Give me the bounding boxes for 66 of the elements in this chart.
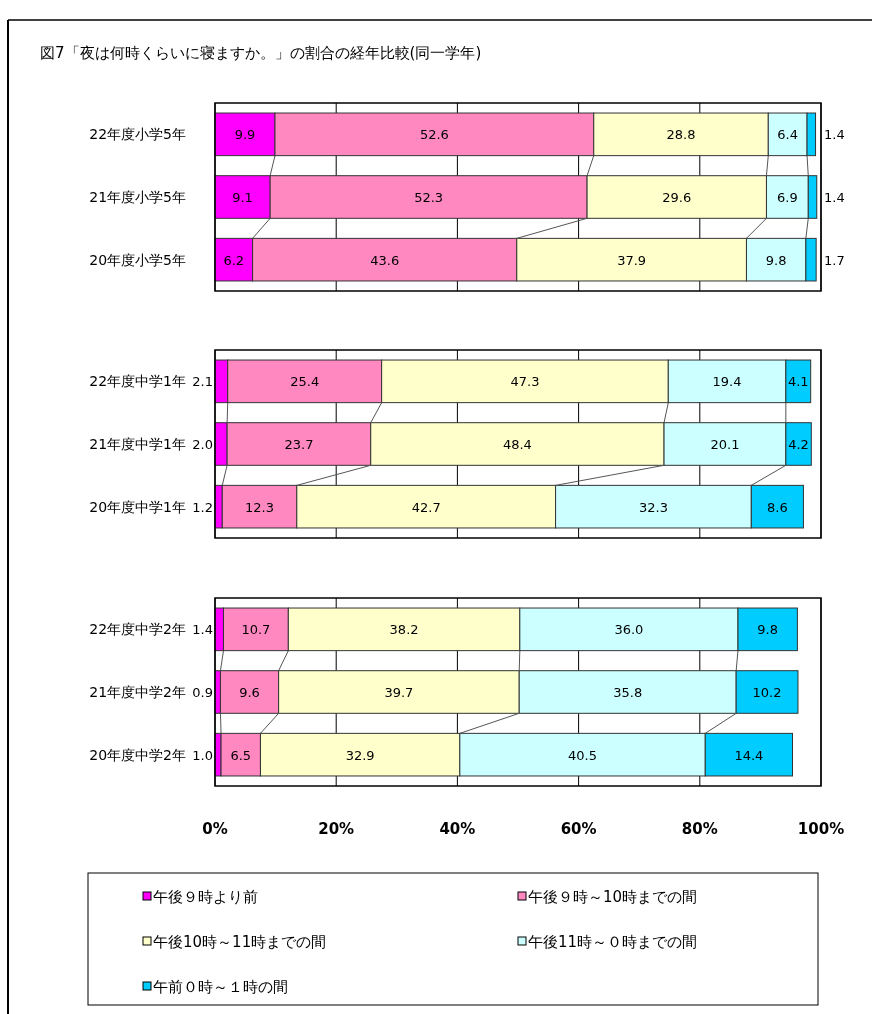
data-label: 9.8 [757,622,779,638]
data-label: 39.7 [384,685,414,700]
data-label: 43.6 [370,252,400,268]
data-label: 0.9 [192,685,213,700]
data-label: 4.1 [787,374,809,390]
y-tick-label: 21年度小学5年 [89,189,186,205]
x-tick-label: 40% [439,820,476,838]
x-tick-label: 20% [318,820,355,838]
data-label: 1.4 [824,190,845,205]
data-label: 28.8 [666,127,696,143]
data-label: 12.3 [245,499,275,515]
data-label: 8.6 [767,499,788,515]
x-tick-label: 80% [681,820,718,838]
data-label: 9.8 [765,252,787,268]
data-label: 47.3 [510,374,540,390]
x-tick-label: 60% [560,820,597,838]
y-tick-label: 22年度中学1年 [89,373,186,390]
y-tick-label: 20年度中学1年 [89,498,186,515]
legend-label: 午後11時～０時までの間 [528,933,698,951]
data-label: 6.5 [230,747,252,763]
data-label: 6.9 [777,190,798,205]
data-label: 36.0 [614,622,644,638]
y-tick-label: 21年度中学1年 [89,436,186,452]
data-label: 42.7 [411,499,441,515]
x-tick-label: 100% [797,820,845,838]
data-label: 1.7 [824,252,845,268]
data-label: 1.4 [824,127,845,143]
data-label: 19.4 [712,374,742,390]
y-tick-label: 21年度中学2年 [89,684,186,700]
legend-label: 午前０時～１時の間 [153,978,288,996]
y-tick-label: 20年度小学5年 [89,251,186,268]
data-label: 1.4 [192,622,213,638]
data-label: 2.1 [192,374,213,390]
data-label: 48.4 [502,437,532,452]
data-label: 23.7 [284,437,314,452]
data-label: 40.5 [568,747,598,763]
data-label: 10.7 [241,622,271,638]
data-label: 9.6 [239,685,260,700]
data-label: 14.4 [734,747,764,763]
data-label: 25.4 [290,374,320,390]
data-label: 10.2 [752,685,782,700]
data-label: 38.2 [389,622,419,638]
data-label: 52.3 [414,190,444,205]
y-tick-label: 22年度小学5年 [89,126,186,143]
data-label: 32.3 [638,499,668,515]
data-label: 35.8 [613,685,643,700]
data-label: 2.0 [192,437,213,452]
data-label: 1.0 [192,747,213,763]
data-label: 52.6 [419,127,449,143]
y-tick-label: 20年度中学2年 [89,746,186,763]
chart-title: 図7「夜は何時くらいに寝ますか。」の割合の経年比較(同一学年) [40,44,482,62]
legend-label: 午後10時～11時までの間 [153,933,327,951]
data-label: 9.9 [234,127,256,143]
data-label: 37.9 [617,252,647,268]
data-label: 6.2 [223,252,245,268]
data-label: 9.1 [232,190,253,205]
y-tick-label: 22年度中学2年 [89,621,186,638]
legend-label: 午後９時より前 [153,888,258,906]
data-label: 32.9 [345,747,375,763]
x-tick-label: 0% [202,820,228,838]
data-label: 29.6 [662,190,692,205]
data-label: 4.2 [788,437,809,452]
data-label: 1.2 [192,499,213,515]
data-label: 20.1 [710,437,740,452]
legend-label: 午後９時～10時までの間 [528,888,698,906]
data-label: 6.4 [777,127,799,143]
